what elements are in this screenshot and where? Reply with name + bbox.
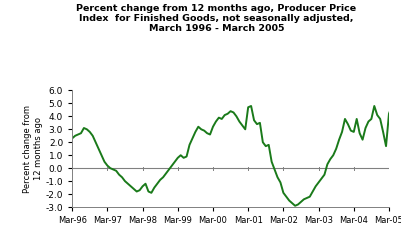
- Text: Percent change from 12 months ago, Producer Price
Index  for Finished Goods, not: Percent change from 12 months ago, Produ…: [77, 4, 356, 33]
- Y-axis label: Percent change from
12 months ago: Percent change from 12 months ago: [23, 105, 43, 193]
